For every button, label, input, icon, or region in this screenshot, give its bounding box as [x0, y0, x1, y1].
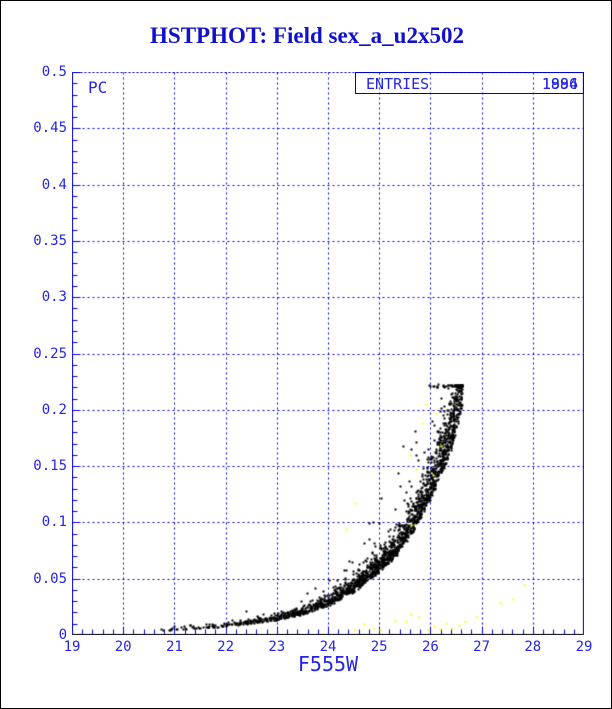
- y-tick-label: 0.45: [33, 120, 67, 137]
- y-tick-label: 0.2: [41, 401, 67, 418]
- y-tick-label: 0.05: [33, 570, 67, 587]
- chip-label: PC: [88, 78, 108, 97]
- x-tick-label: 23: [268, 639, 286, 655]
- x-tick-label: 22: [217, 639, 235, 655]
- y-tick-label: 0.5: [41, 64, 67, 80]
- y-tick-label: 0.1: [41, 514, 67, 531]
- x-axis-title: F555W: [297, 652, 359, 676]
- x-tick-label: 21: [165, 639, 183, 655]
- x-tick-label: 29: [575, 639, 593, 655]
- y-tick-label: 0.3: [41, 289, 67, 306]
- y-tick-label: 0: [58, 627, 67, 643]
- x-tick-label: 25: [370, 639, 388, 655]
- entries-legend-box: ENTRIES 1996 1884: [355, 72, 584, 94]
- y-tick-label: 0.4: [41, 176, 67, 193]
- x-tick-label: 27: [473, 639, 491, 655]
- y-tick-label: 0.15: [33, 458, 67, 475]
- x-tick-label: 28: [524, 639, 542, 655]
- entries-label: ENTRIES: [366, 75, 430, 93]
- x-tick-label: 26: [421, 639, 439, 655]
- y-tick-label: 0.35: [33, 232, 67, 249]
- scatter-plot-canvas: [72, 72, 584, 635]
- x-tick-label: 19: [63, 639, 81, 655]
- y-tick-label: 0.25: [33, 345, 67, 362]
- plot-area: PC ENTRIES 1996 1884: [72, 72, 584, 635]
- x-tick-label: 20: [114, 639, 132, 655]
- entries-value-2: 1884: [541, 75, 578, 93]
- entries-value-1: 1996: [541, 75, 578, 93]
- plot-title: HSTPHOT: Field sex_a_u2x502: [150, 23, 464, 48]
- x-tick-label: 24: [319, 639, 337, 655]
